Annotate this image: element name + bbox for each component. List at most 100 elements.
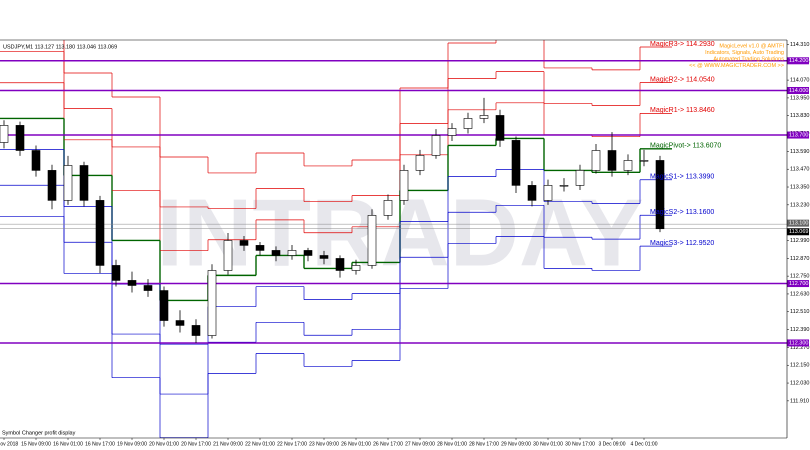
header: USDJPY,M1 113.127 113.180 113.046 113.06… [3, 44, 117, 50]
candle-body [511, 140, 521, 186]
x-tick-label: 22 Nov 17:00 [277, 441, 307, 447]
y-tick-label: 112.150 [790, 363, 809, 369]
x-tick-label: 3 Dec 09:00 [599, 441, 626, 447]
x-tick-label: 16 Nov 17:00 [85, 441, 115, 447]
candle-body [575, 170, 585, 186]
candle-body [0, 125, 9, 143]
candle-body [447, 128, 457, 136]
x-tick-label: 26 Nov 17:00 [373, 441, 403, 447]
price-tag [787, 219, 809, 227]
level-tag [787, 280, 809, 288]
level-tag [787, 57, 809, 65]
y-tick-label: 112.510 [790, 309, 809, 315]
candle-body [63, 165, 73, 201]
y-tick-label: 114.070 [790, 78, 809, 84]
y-tick-label: 113.350 [790, 184, 809, 190]
y-tick-label: 111.910 [790, 398, 809, 404]
y-tick-label: 113.470 [790, 167, 809, 173]
y-tick-label: 112.630 [790, 291, 809, 297]
y-tick-label: 113.230 [790, 202, 809, 208]
candle-body [239, 240, 249, 246]
pivot-label: MagicS3-> 112.9520 [650, 240, 714, 247]
candle-body [207, 270, 217, 336]
pivot-label: MagicR3-> 114.2930 [650, 41, 715, 48]
candle-body [607, 150, 617, 171]
x-tick-label: 14 Nov 2018 [0, 441, 18, 447]
candle-body [175, 320, 185, 326]
x-tick-label: 30 Nov 01:00 [533, 441, 563, 447]
candle-body [367, 215, 377, 266]
price-label: 113.100 [789, 221, 808, 227]
x-tick-label: 26 Nov 01:00 [341, 441, 371, 447]
candle-body [399, 170, 409, 201]
pivot-label: MagicS1-> 113.3990 [650, 174, 714, 181]
y-tick-label: 113.590 [790, 149, 809, 155]
pivot-label: MagicR2-> 114.0540 [650, 76, 715, 83]
footer-note: Symbol Changer profit display [2, 430, 76, 436]
candle-body [95, 200, 105, 266]
candle-body [79, 165, 89, 201]
candle-body [479, 115, 489, 119]
x-tick-label: 15 Nov 09:00 [21, 441, 51, 447]
level-label: 114.000 [789, 88, 808, 94]
candle-body [143, 285, 153, 291]
x-tick-label: 23 Nov 09:00 [309, 441, 339, 447]
x-tick-label: 22 Nov 01:00 [245, 441, 275, 447]
candles-layer [0, 97, 665, 343]
labels-layer: 114.310114.190114.070113.950113.830113.7… [0, 41, 809, 448]
candle-body [591, 150, 601, 171]
level-label: 112.700 [789, 281, 808, 287]
price-label: 113.069 [789, 229, 808, 235]
candle-body [335, 258, 345, 271]
x-tick-label: 29 Nov 09:00 [501, 441, 531, 447]
candle-body [111, 265, 121, 281]
candle-body [463, 118, 473, 129]
x-tick-label: 20 Nov 01:00 [149, 441, 179, 447]
candle-body [287, 250, 297, 256]
candle-body [351, 265, 361, 271]
annotation-line: Automated Trading Solutions [713, 56, 784, 62]
candle-body [127, 280, 137, 286]
candle-body [415, 155, 425, 171]
pivot-label: MagicS2-> 113.1600 [650, 209, 714, 216]
candle-body [191, 325, 201, 336]
x-tick-label: 21 Nov 09:00 [213, 441, 243, 447]
level-tag [787, 86, 809, 94]
x-tick-label: 28 Nov 17:00 [469, 441, 499, 447]
x-tick-label: 30 Nov 17:00 [565, 441, 595, 447]
candle-body [655, 160, 665, 230]
candle-body [223, 240, 233, 271]
pivot-label: MagicR1-> 113.8460 [650, 107, 715, 114]
x-tick-label: 27 Nov 09:00 [405, 441, 435, 447]
y-tick-label: 112.990 [790, 238, 809, 244]
level-tag [787, 339, 809, 347]
price-tag [787, 228, 809, 236]
x-tick-label: 28 Nov 01:00 [437, 441, 467, 447]
y-tick-label: 113.950 [790, 95, 809, 101]
pivot-label: MagicPivot-> 113.6070 [650, 143, 721, 150]
candle-body [495, 115, 505, 141]
x-tick-label: 16 Nov 01:00 [53, 441, 83, 447]
annotation-line: MagicLevel v1.0 @ AMTFI [719, 43, 784, 49]
y-tick-label: 112.030 [790, 381, 809, 387]
y-tick-label: 112.390 [790, 327, 809, 333]
x-tick-label: 4 Dec 01:00 [631, 441, 658, 447]
candle-body [623, 160, 633, 171]
candle-body [559, 185, 569, 187]
y-tick-label: 114.310 [790, 42, 809, 48]
level-label: 114.200 [789, 58, 808, 64]
candle-body [271, 250, 281, 256]
x-tick-label: 19 Nov 09:00 [117, 441, 147, 447]
level-tag [787, 131, 809, 139]
y-tick-label: 112.270 [790, 345, 809, 351]
annotation-line: Indicators, Signals, Auto Trading [705, 50, 784, 56]
candle-body [15, 125, 25, 151]
y-tick-label: 113.830 [790, 113, 809, 119]
y-tick-label: 112.750 [790, 274, 809, 280]
annotation-line: << @ WWW.MAGICTRADER.COM >> [689, 63, 784, 69]
candle-body [47, 170, 57, 201]
y-tick-label: 112.870 [790, 256, 809, 262]
candle-body [159, 290, 169, 321]
